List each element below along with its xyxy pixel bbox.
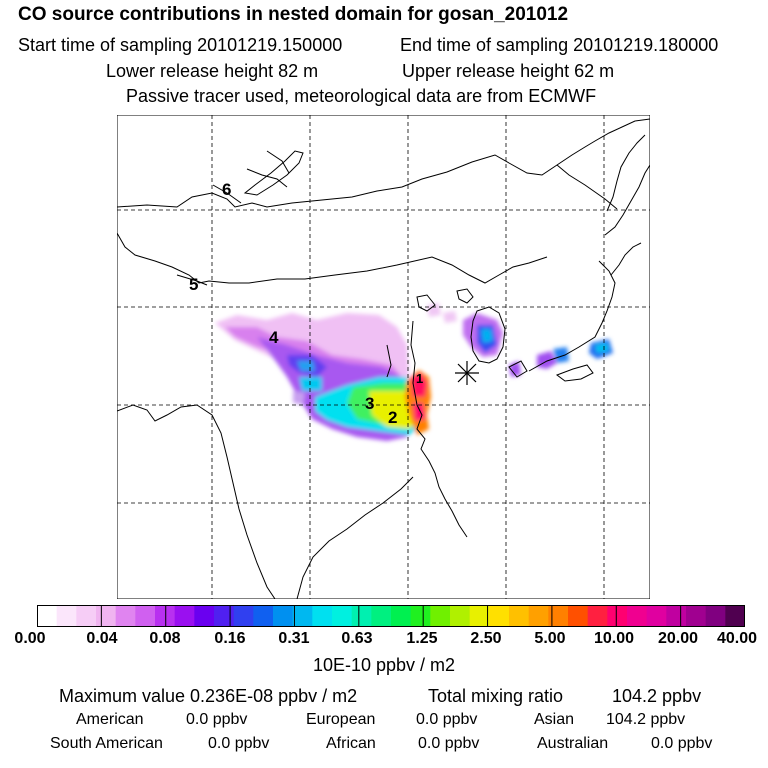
upper-release-label: Upper release height 62 m — [402, 61, 615, 81]
colorbar-tick-11: 40.00 — [716, 630, 758, 647]
colorbar-cell — [725, 605, 745, 627]
concentration-plume — [215, 303, 613, 441]
receptor-asterisk-icon — [455, 361, 479, 385]
colorbar-tick-1: 0.04 — [86, 630, 118, 647]
african-label: African — [326, 735, 376, 752]
american-value: 0.0 ppbv — [186, 711, 248, 728]
colorbar-cell — [351, 605, 372, 627]
colorbar-frame — [37, 605, 745, 627]
colorbar-cell — [76, 605, 97, 627]
colorbar-cell — [312, 605, 333, 627]
colorbar-cell — [469, 605, 490, 627]
colorbar-tick-7: 2.50 — [470, 630, 502, 647]
colorbar-cell — [587, 605, 608, 627]
colorbar-tick-9: 10.00 — [593, 630, 635, 647]
colorbar-tick-3: 0.16 — [214, 630, 246, 647]
colorbar-cell — [666, 605, 687, 627]
colorbar-cell — [627, 605, 648, 627]
asian-value: 104.2 ppbv — [606, 711, 686, 728]
american-label: American — [76, 711, 144, 728]
lower-release-label: Lower release height 82 m — [106, 61, 319, 81]
colorbar-cells — [37, 605, 745, 627]
colorbar-cell — [509, 605, 530, 627]
colorbar-cell — [233, 605, 254, 627]
colorbar-cell — [646, 605, 667, 627]
colorbar-cell — [115, 605, 136, 627]
colorbar-cell — [430, 605, 451, 627]
colorbar-cell — [155, 605, 176, 627]
colorbar-cell — [56, 605, 77, 627]
colorbar-tick-8: 5.00 — [534, 630, 566, 647]
colorbar-cell — [607, 605, 628, 627]
colorbar-tick-0: 0.00 — [14, 630, 46, 647]
colorbar-cell — [253, 605, 274, 627]
colorbar-tick-2: 0.08 — [149, 630, 181, 647]
european-value: 0.0 ppbv — [416, 711, 478, 728]
colorbar-cell — [450, 605, 471, 627]
map-panel: 6 5 4 3 2 1 — [117, 115, 650, 599]
colorbar-cell — [174, 605, 195, 627]
coastlines — [117, 118, 650, 599]
colorbar-major-dividers — [100, 605, 682, 627]
colorbar-cell — [332, 605, 353, 627]
colorbar-tick-4: 0.31 — [278, 630, 310, 647]
lake-baikal — [243, 150, 304, 196]
colorbar-cell — [292, 605, 313, 627]
colorbar-cell — [273, 605, 294, 627]
total-mixing-ratio-label: Total mixing ratio — [428, 686, 564, 706]
lat-lon-grid — [117, 115, 650, 599]
european-label: European — [306, 711, 376, 728]
colorbar-cell — [135, 605, 156, 627]
colorbar-cell — [568, 605, 589, 627]
colorbar-cell — [410, 605, 431, 627]
colorbar-cell — [686, 605, 707, 627]
australian-label: Australian — [537, 735, 609, 752]
colorbar-tick-5: 0.63 — [341, 630, 373, 647]
colorbar-cell — [705, 605, 726, 627]
contour-label-3: 3 — [365, 394, 374, 413]
south-american-label: South American — [50, 735, 163, 752]
colorbar-cell — [548, 605, 569, 627]
south-american-value: 0.0 ppbv — [208, 735, 270, 752]
retroplume-contours — [176, 184, 242, 286]
colorbar-cell — [96, 605, 117, 627]
colorbar-cell — [194, 605, 215, 627]
colorbar-cell — [489, 605, 510, 627]
colorbar-cell — [371, 605, 392, 627]
asian-label: Asian — [534, 711, 575, 728]
australian-value: 0.0 ppbv — [651, 735, 713, 752]
page-title: CO source contributions in nested domain… — [18, 4, 569, 25]
contour-label-1: 1 — [416, 371, 423, 386]
end-time-label: End time of sampling 20101219.180000 — [400, 35, 719, 55]
tracer-label: Passive tracer used, meteorological data… — [126, 86, 597, 106]
contour-label-4: 4 — [269, 328, 279, 347]
colorbar-tick-6: 1.25 — [406, 630, 438, 647]
colorbar-tick-10: 20.00 — [657, 630, 699, 647]
total-mixing-ratio-value: 104.2 ppbv — [612, 686, 702, 706]
african-value: 0.0 ppbv — [418, 735, 480, 752]
contour-label-5: 5 — [189, 275, 198, 294]
max-value-label: Maximum value 0.236E-08 ppbv / m2 — [59, 686, 358, 706]
contour-label-2: 2 — [388, 408, 397, 427]
colorbar-unit-label: 10E-10 ppbv / m2 — [312, 655, 456, 675]
start-time-label: Start time of sampling 20101219.150000 — [18, 35, 343, 55]
colorbar-cell — [528, 605, 549, 627]
colorbar-cell — [37, 605, 58, 627]
contour-label-6: 6 — [222, 180, 231, 199]
colorbar-cell — [391, 605, 412, 627]
colorbar-cell — [214, 605, 235, 627]
colorbar — [37, 605, 745, 627]
